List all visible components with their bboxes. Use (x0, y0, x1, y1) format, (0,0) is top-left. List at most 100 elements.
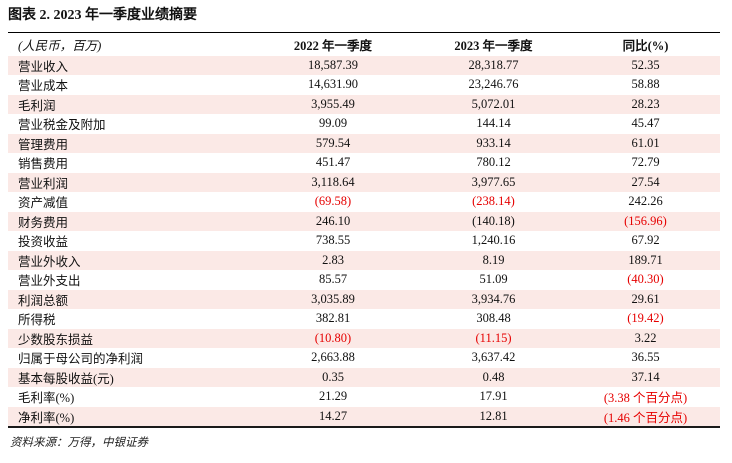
table-row: 财务费用 246.10 (140.18) (156.96) (8, 211, 720, 231)
cell-yoy: (156.96) (624, 213, 667, 228)
row-label: 毛利率(%) (18, 391, 75, 406)
cell-2023q1: 3,637.42 (471, 350, 516, 365)
row-label: 营业外收入 (18, 254, 81, 269)
table-row: 利润总额 3,035.89 3,934.76 29.61 (8, 289, 720, 309)
cell-2023q1: 17.91 (479, 389, 508, 404)
cell-2022q1: 3,955.49 (311, 96, 355, 111)
header-2022q1: 2022 年一季度 (293, 38, 373, 53)
cell-2022q1: (10.80) (314, 330, 352, 345)
cell-2022q1: 14,631.90 (308, 77, 358, 92)
cell-2023q1: 0.48 (482, 369, 505, 384)
cell-2022q1: 21.29 (318, 389, 348, 404)
cell-yoy: 29.61 (631, 291, 660, 306)
table-row: 营业成本 14,631.90 23,246.76 58.88 (8, 75, 720, 95)
row-label: 管理费用 (18, 137, 69, 152)
cell-yoy: 36.55 (631, 350, 660, 365)
cell-2022q1: 0.35 (322, 369, 344, 384)
row-label: 归属于母公司的净利润 (18, 352, 144, 367)
cell-2023q1: 28,318.77 (468, 57, 519, 72)
cell-2023q1: 933.14 (476, 135, 511, 150)
cell-2022q1: 85.57 (318, 272, 348, 287)
header-unit: (人民币，百万) (18, 38, 102, 53)
row-label: 基本每股收益(元) (18, 371, 114, 386)
table-header: (人民币，百万) 2022 年一季度 2023 年一季度 同比(%) (8, 33, 720, 56)
table-row: 投资收益 738.55 1,240.16 67.92 (8, 231, 720, 251)
table-row: 营业利润 3,118.64 3,977.65 27.54 (8, 172, 720, 192)
table-row: 毛利润 3,955.49 5,072.01 28.23 (8, 94, 720, 114)
report-page: 图表 2. 2023 年一季度业绩摘要 (人民币，百万) 2022 年一季度 2… (8, 8, 720, 449)
cell-2022q1: 382.81 (315, 311, 351, 326)
table-row: 归属于母公司的净利润 2,663.88 3,637.42 36.55 (8, 348, 720, 368)
cell-2023q1: (11.15) (475, 330, 512, 345)
table-row: 管理费用 579.54 933.14 61.01 (8, 133, 720, 153)
cell-2022q1: 246.10 (315, 213, 351, 228)
cell-yoy: 242.26 (628, 194, 663, 209)
row-label: 营业成本 (18, 79, 69, 94)
table-row: 营业外支出 85.57 51.09 (40.30) (8, 270, 720, 290)
cell-2022q1: 3,035.89 (311, 291, 355, 306)
cell-2022q1: 14.27 (318, 408, 348, 423)
cell-2023q1: 3,934.76 (471, 291, 516, 306)
cell-2023q1: 23,246.76 (468, 77, 519, 92)
cell-2022q1: (69.58) (314, 194, 352, 209)
cell-2023q1: 5,072.01 (471, 96, 516, 111)
table-row: 所得税 382.81 308.48 (19.42) (8, 309, 720, 329)
row-label: 所得税 (18, 313, 56, 328)
cell-yoy: 45.47 (631, 116, 660, 131)
header-row: (人民币，百万) 2022 年一季度 2023 年一季度 同比(%) (8, 33, 720, 56)
row-label: 少数股东损益 (18, 332, 94, 347)
row-label: 营业收入 (18, 59, 69, 74)
row-label: 营业利润 (18, 176, 69, 191)
cell-yoy: (1.46 个百分点) (603, 410, 688, 425)
header-yoy: 同比(%) (622, 38, 669, 53)
performance-table: (人民币，百万) 2022 年一季度 2023 年一季度 同比(%) 营业收入 1… (8, 32, 720, 428)
cell-2023q1: 12.81 (479, 408, 508, 423)
row-label: 利润总额 (18, 293, 69, 308)
row-label: 投资收益 (18, 235, 69, 250)
cell-2023q1: 780.12 (476, 155, 511, 170)
cell-2023q1: 144.14 (476, 116, 511, 131)
figure-title: 图表 2. 2023 年一季度业绩摘要 (8, 8, 197, 23)
cell-2022q1: 18,587.39 (308, 57, 358, 72)
source-note: 资料来源：万得，中银证券 (10, 436, 148, 449)
table-row: 净利率(%) 14.27 12.81 (1.46 个百分点) (8, 406, 720, 427)
cell-2022q1: 2.83 (322, 252, 344, 267)
cell-yoy: (3.38 个百分点) (603, 391, 688, 406)
table-body: 营业收入 18,587.39 28,318.77 52.35 营业成本 14,631.90… (8, 55, 720, 427)
cell-yoy: 37.14 (631, 369, 660, 384)
cell-yoy: 27.54 (631, 174, 660, 189)
row-label: 财务费用 (18, 215, 69, 230)
table-row: 资产减值 (69.58) (238.14) 242.26 (8, 192, 720, 212)
row-label: 资产减值 (18, 196, 69, 211)
cell-2022q1: 579.54 (315, 135, 351, 150)
cell-yoy: 58.88 (631, 77, 660, 92)
cell-2023q1: 8.19 (482, 252, 505, 267)
row-label: 毛利润 (18, 98, 56, 113)
cell-2023q1: 3,977.65 (471, 174, 516, 189)
cell-yoy: 72.79 (631, 155, 660, 170)
cell-2022q1: 451.47 (315, 155, 351, 170)
cell-2023q1: 51.09 (479, 272, 508, 287)
cell-yoy: 189.71 (628, 252, 663, 267)
cell-2022q1: 3,118.64 (311, 174, 355, 189)
row-label: 净利率(%) (18, 410, 75, 425)
table-row: 少数股东损益 (10.80) (11.15) 3.22 (8, 328, 720, 348)
table-row: 基本每股收益(元) 0.35 0.48 37.14 (8, 367, 720, 387)
cell-2023q1: 1,240.16 (471, 233, 516, 248)
table-row: 营业收入 18,587.39 28,318.77 52.35 (8, 55, 720, 75)
cell-2022q1: 99.09 (318, 116, 348, 131)
row-label: 销售费用 (18, 157, 69, 172)
cell-yoy: (19.42) (627, 311, 664, 326)
cell-2022q1: 2,663.88 (311, 350, 355, 365)
header-2023q1: 2023 年一季度 (454, 38, 533, 53)
cell-yoy: 28.23 (631, 96, 660, 111)
row-label: 营业税金及附加 (18, 118, 106, 133)
table-row: 营业税金及附加 99.09 144.14 45.47 (8, 114, 720, 134)
table-row: 营业外收入 2.83 8.19 189.71 (8, 250, 720, 270)
cell-2023q1: (140.18) (472, 213, 515, 228)
cell-2023q1: 308.48 (476, 311, 511, 326)
row-label: 营业外支出 (18, 274, 81, 289)
cell-yoy: 61.01 (631, 135, 660, 150)
cell-2023q1: (238.14) (472, 194, 515, 209)
table-row: 毛利率(%) 21.29 17.91 (3.38 个百分点) (8, 387, 720, 407)
